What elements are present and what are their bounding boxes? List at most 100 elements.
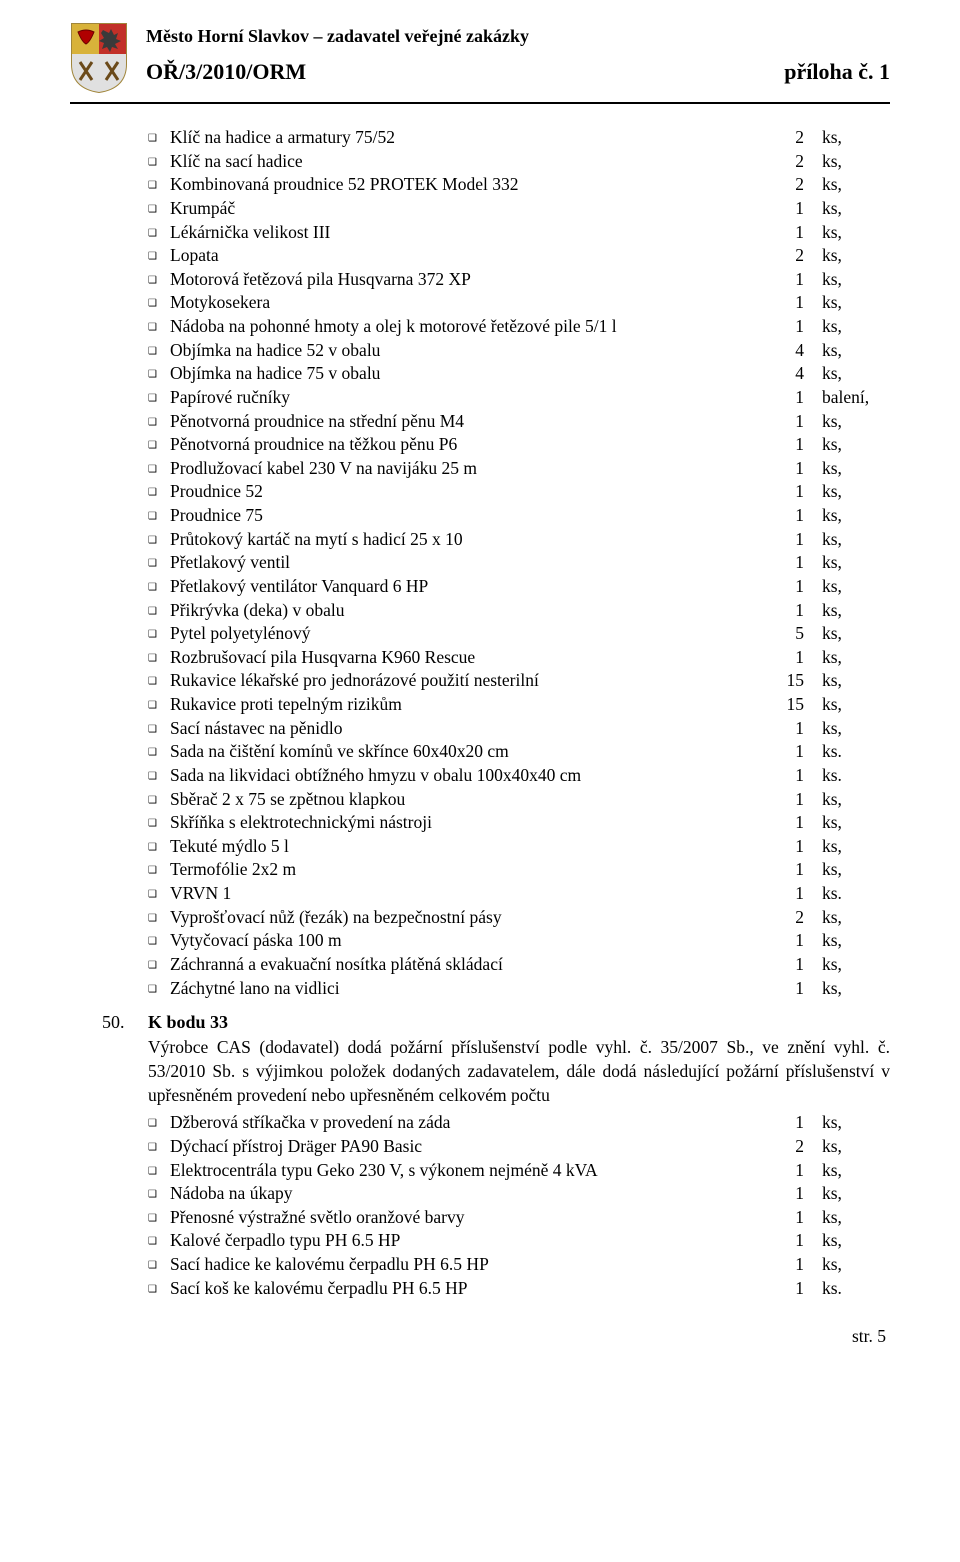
item-unit: ks, xyxy=(804,929,890,953)
item-label: Krumpáč xyxy=(170,197,756,221)
section-heading: 50. K bodu 33 xyxy=(148,1010,890,1034)
list-item: ❑Objímka na hadice 75 v obalu4ks, xyxy=(148,362,890,386)
list-item: ❑Rozbrušovací pila Husqvarna K960 Rescue… xyxy=(148,646,890,670)
item-qty: 1 xyxy=(756,551,804,575)
list-item: ❑Tekuté mýdlo 5 l1ks, xyxy=(148,835,890,859)
item-qty: 2 xyxy=(756,126,804,150)
item-label: Sací koš ke kalovému čerpadlu PH 6.5 HP xyxy=(170,1277,756,1301)
bullet-icon: ❑ xyxy=(148,794,170,808)
item-qty: 1 xyxy=(756,1206,804,1230)
item-qty: 1 xyxy=(756,953,804,977)
bullet-icon: ❑ xyxy=(148,912,170,926)
item-label: Termofólie 2x2 m xyxy=(170,858,756,882)
header-text-block: Město Horní Slavkov – zadavatel veřejné … xyxy=(146,22,890,85)
item-unit: ks, xyxy=(804,977,890,1001)
document-header: Město Horní Slavkov – zadavatel veřejné … xyxy=(70,22,890,94)
item-qty: 1 xyxy=(756,221,804,245)
item-label: Džberová stříkačka v provedení na záda xyxy=(170,1111,756,1135)
annex-label: příloha č. 1 xyxy=(784,59,890,85)
item-unit: ks, xyxy=(804,291,890,315)
bullet-icon: ❑ xyxy=(148,345,170,359)
item-qty: 1 xyxy=(756,268,804,292)
item-label: Sběrač 2 x 75 se zpětnou klapkou xyxy=(170,788,756,812)
list-item: ❑Nádoba na pohonné hmoty a olej k motoro… xyxy=(148,315,890,339)
item-unit: ks, xyxy=(804,858,890,882)
item-unit: ks, xyxy=(804,410,890,434)
bullet-icon: ❑ xyxy=(148,321,170,335)
list-item: ❑Sada na likvidaci obtížného hmyzu v oba… xyxy=(148,764,890,788)
item-label: Záchytné lano na vidlici xyxy=(170,977,756,1001)
section-paragraph: Výrobce CAS (dodavatel) dodá požární pří… xyxy=(148,1036,890,1107)
item-unit: ks, xyxy=(804,1159,890,1183)
item-label: Vytyčovací páska 100 m xyxy=(170,929,756,953)
item-label: Skříňka s elektrotechnickými nástroji xyxy=(170,811,756,835)
item-unit: ks, xyxy=(804,1135,890,1159)
item-label: Přetlakový ventilátor Vanquard 6 HP xyxy=(170,575,756,599)
item-label: Prodlužovací kabel 230 V na navijáku 25 … xyxy=(170,457,756,481)
bullet-icon: ❑ xyxy=(148,581,170,595)
list-item: ❑Přikrývka (deka) v obalu1ks, xyxy=(148,599,890,623)
bullet-icon: ❑ xyxy=(148,486,170,500)
bullet-icon: ❑ xyxy=(148,983,170,997)
item-unit: ks, xyxy=(804,244,890,268)
item-label: Nádoba na úkapy xyxy=(170,1182,756,1206)
bullet-icon: ❑ xyxy=(148,841,170,855)
item-qty: 1 xyxy=(756,457,804,481)
item-label: Proudnice 75 xyxy=(170,504,756,528)
list-item: ❑Motykosekera1ks, xyxy=(148,291,890,315)
item-qty: 2 xyxy=(756,244,804,268)
item-label: Kalové čerpadlo typu PH 6.5 HP xyxy=(170,1229,756,1253)
item-unit: ks, xyxy=(804,953,890,977)
item-label: Dýchací přístroj Dräger PA90 Basic xyxy=(170,1135,756,1159)
bullet-icon: ❑ xyxy=(148,392,170,406)
item-unit: ks. xyxy=(804,740,890,764)
item-unit: ks. xyxy=(804,1277,890,1301)
item-unit: ks, xyxy=(804,126,890,150)
item-unit: ks, xyxy=(804,693,890,717)
list-item: ❑Vytyčovací páska 100 m1ks, xyxy=(148,929,890,953)
item-unit: ks, xyxy=(804,599,890,623)
item-label: Pěnotvorná proudnice na těžkou pěnu P6 xyxy=(170,433,756,457)
item-qty: 1 xyxy=(756,528,804,552)
organization-line: Město Horní Slavkov – zadavatel veřejné … xyxy=(146,26,890,47)
bullet-icon: ❑ xyxy=(148,510,170,524)
list-item: ❑Pěnotvorná proudnice na střední pěnu M4… xyxy=(148,410,890,434)
bullet-icon: ❑ xyxy=(148,1259,170,1273)
list-item: ❑Rukavice proti tepelným rizikům15ks, xyxy=(148,693,890,717)
list-item: ❑Lékárnička velikost III1ks, xyxy=(148,221,890,245)
item-unit: ks, xyxy=(804,197,890,221)
bullet-icon: ❑ xyxy=(148,675,170,689)
bullet-icon: ❑ xyxy=(148,699,170,713)
item-qty: 1 xyxy=(756,315,804,339)
item-label: Lopata xyxy=(170,244,756,268)
item-label: Rukavice lékařské pro jednorázové použit… xyxy=(170,669,756,693)
item-unit: ks, xyxy=(804,457,890,481)
list-item: ❑Elektrocentrála typu Geko 230 V, s výko… xyxy=(148,1159,890,1183)
item-unit: ks, xyxy=(804,551,890,575)
item-unit: ks, xyxy=(804,339,890,363)
bullet-icon: ❑ xyxy=(148,1212,170,1226)
document-body: ❑Klíč na hadice a armatury 75/522ks,❑Klí… xyxy=(70,126,890,1300)
list-item: ❑Sada na čištění komínů ve skřínce 60x40… xyxy=(148,740,890,764)
bullet-icon: ❑ xyxy=(148,888,170,902)
item-unit: ks, xyxy=(804,788,890,812)
bullet-icon: ❑ xyxy=(148,746,170,760)
list-item: ❑Prodlužovací kabel 230 V na navijáku 25… xyxy=(148,457,890,481)
item-qty: 1 xyxy=(756,811,804,835)
item-qty: 1 xyxy=(756,1182,804,1206)
item-unit: ks, xyxy=(804,433,890,457)
bullet-icon: ❑ xyxy=(148,1188,170,1202)
bullet-icon: ❑ xyxy=(148,1235,170,1249)
item-label: Vyprošťovací nůž (řezák) na bezpečnostní… xyxy=(170,906,756,930)
list-item: ❑Proudnice 751ks, xyxy=(148,504,890,528)
bullet-icon: ❑ xyxy=(148,817,170,831)
bullet-icon: ❑ xyxy=(148,227,170,241)
list-item: ❑Klíč na hadice a armatury 75/522ks, xyxy=(148,126,890,150)
item-unit: ks, xyxy=(804,622,890,646)
item-unit: ks, xyxy=(804,1229,890,1253)
list-item: ❑Záchranná a evakuační nosítka plátěná s… xyxy=(148,953,890,977)
item-qty: 1 xyxy=(756,599,804,623)
item-label: Kombinovaná proudnice 52 PROTEK Model 33… xyxy=(170,173,756,197)
bullet-icon: ❑ xyxy=(148,534,170,548)
item-unit: ks, xyxy=(804,646,890,670)
